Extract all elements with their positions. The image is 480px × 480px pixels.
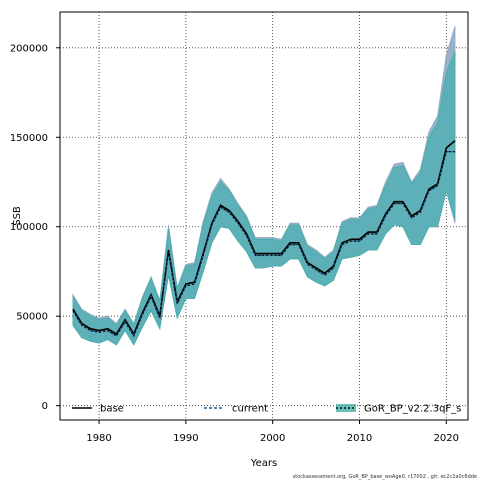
y-tick-label: 200000 [10,43,48,54]
y-tick-label: 150000 [10,133,48,144]
y-tick-label: 50000 [16,312,48,323]
footnote: stockassessment.org, GoR_BP_base_woAge0,… [293,474,477,480]
x-tick-label: 1990 [173,433,198,444]
plot-frame [59,11,469,421]
x-axis-title: Years [250,458,277,469]
x-tick-label: 2020 [434,433,459,444]
x-tick-label: 1980 [86,433,111,444]
y-tick-label: 0 [42,401,48,412]
legend-label-2: current [232,404,268,415]
legend-label-3: GoR_BP_v2.2.3qF_s [364,404,461,415]
x-axis-ticks: 1980 1990 2000 2010 2020 [86,420,459,444]
confidence-band-3 [72,51,456,346]
series-lines [72,140,456,338]
legend: base current GoR_BP_v2.2.3qF_s [72,404,461,415]
y-tick-label: 100000 [10,222,48,233]
y-axis-ticks: 0 50000 100000 150000 200000 [10,43,60,412]
grid-lines [60,12,468,420]
x-tick-label: 2010 [347,433,372,444]
legend-label-1: base [100,404,124,415]
confidence-bands [72,26,456,346]
x-tick-label: 2000 [260,433,285,444]
series-line-3 [72,150,455,338]
y-axis-title: SSB [12,206,23,226]
